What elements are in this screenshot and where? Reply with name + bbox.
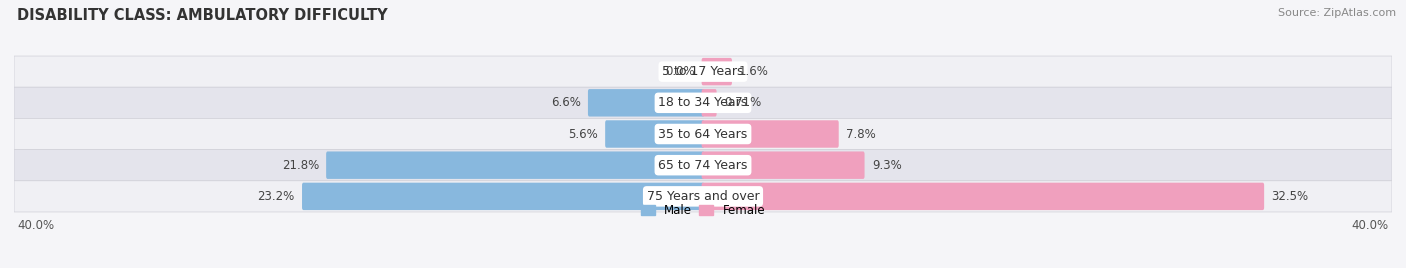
- Text: 0.71%: 0.71%: [724, 96, 761, 109]
- Text: 5.6%: 5.6%: [568, 128, 598, 140]
- Text: 21.8%: 21.8%: [281, 159, 319, 172]
- Text: 23.2%: 23.2%: [257, 190, 295, 203]
- FancyBboxPatch shape: [14, 150, 1392, 181]
- Text: 32.5%: 32.5%: [1271, 190, 1309, 203]
- Text: 7.8%: 7.8%: [846, 128, 876, 140]
- Text: 35 to 64 Years: 35 to 64 Years: [658, 128, 748, 140]
- Text: DISABILITY CLASS: AMBULATORY DIFFICULTY: DISABILITY CLASS: AMBULATORY DIFFICULTY: [17, 8, 388, 23]
- FancyBboxPatch shape: [702, 151, 865, 179]
- FancyBboxPatch shape: [14, 56, 1392, 87]
- FancyBboxPatch shape: [702, 120, 839, 148]
- Text: 65 to 74 Years: 65 to 74 Years: [658, 159, 748, 172]
- Legend: Male, Female: Male, Female: [641, 204, 765, 217]
- FancyBboxPatch shape: [702, 183, 1264, 210]
- FancyBboxPatch shape: [702, 89, 717, 117]
- Text: 40.0%: 40.0%: [1351, 219, 1389, 232]
- Text: 1.6%: 1.6%: [740, 65, 769, 78]
- FancyBboxPatch shape: [326, 151, 704, 179]
- Text: 75 Years and over: 75 Years and over: [647, 190, 759, 203]
- Text: 5 to 17 Years: 5 to 17 Years: [662, 65, 744, 78]
- FancyBboxPatch shape: [14, 87, 1392, 118]
- FancyBboxPatch shape: [605, 120, 704, 148]
- Text: 0.0%: 0.0%: [665, 65, 695, 78]
- FancyBboxPatch shape: [14, 118, 1392, 150]
- FancyBboxPatch shape: [588, 89, 704, 117]
- Text: 9.3%: 9.3%: [872, 159, 901, 172]
- Text: 18 to 34 Years: 18 to 34 Years: [658, 96, 748, 109]
- Text: 40.0%: 40.0%: [17, 219, 55, 232]
- FancyBboxPatch shape: [702, 58, 733, 85]
- Text: Source: ZipAtlas.com: Source: ZipAtlas.com: [1278, 8, 1396, 18]
- Text: 6.6%: 6.6%: [551, 96, 581, 109]
- FancyBboxPatch shape: [14, 181, 1392, 212]
- FancyBboxPatch shape: [302, 183, 704, 210]
